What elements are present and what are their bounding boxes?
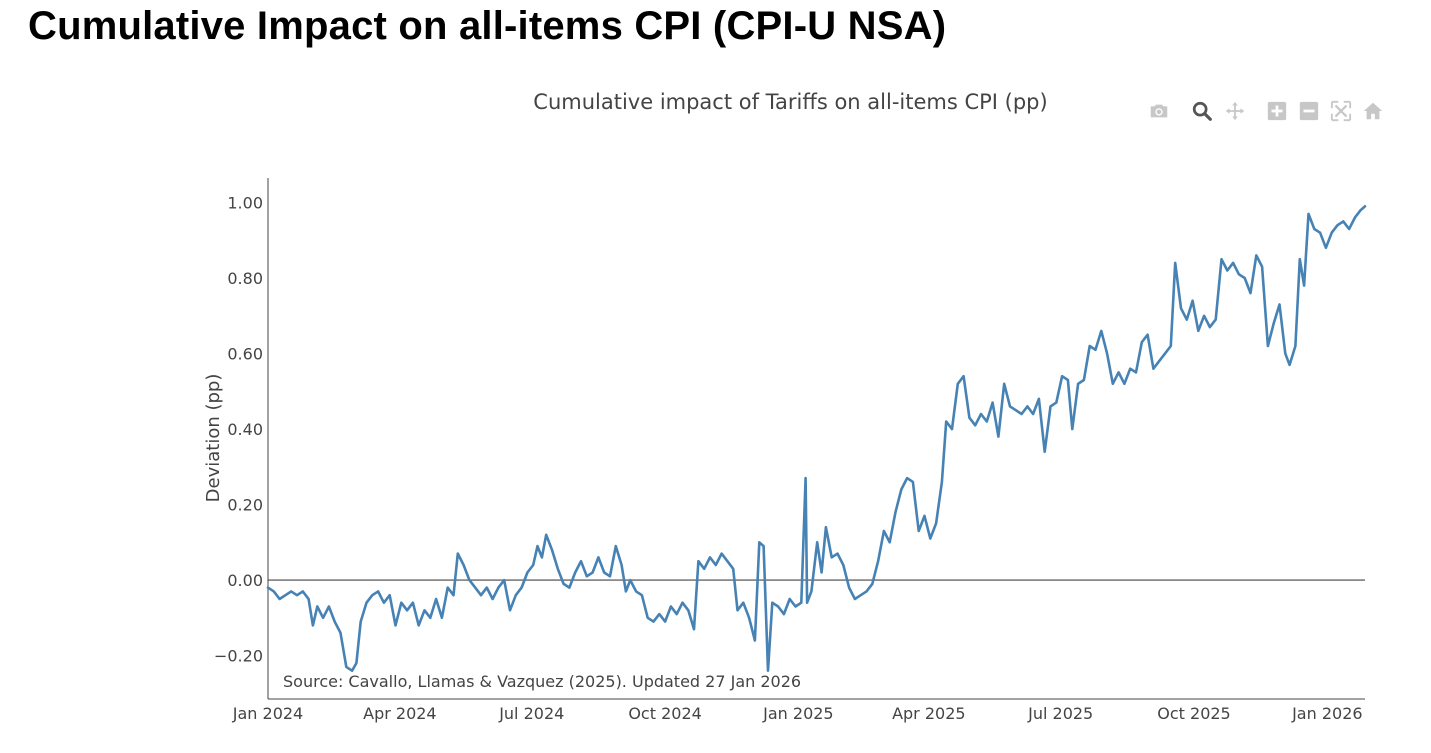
x-tick-label: Jan 2024: [232, 704, 303, 723]
pan-icon[interactable]: [1222, 98, 1248, 124]
y-tick-label: −0.20: [214, 647, 263, 666]
page-title: Cumulative Impact on all-items CPI (CPI-…: [28, 4, 947, 48]
y-tick-label: 0.00: [227, 571, 263, 590]
series-line: [266, 205, 1367, 672]
y-tick-label: 0.80: [227, 269, 263, 288]
x-tick-label: Apr 2025: [892, 704, 965, 723]
x-tick-label: Oct 2024: [628, 704, 701, 723]
y-tick-label: 0.40: [227, 420, 263, 439]
home-icon[interactable]: [1360, 98, 1386, 124]
zoom-icon[interactable]: [1189, 98, 1215, 124]
x-tick-label: Apr 2024: [363, 704, 436, 723]
y-tick-label: 0.60: [227, 345, 263, 364]
chart-title: Cumulative impact of Tariffs on all-item…: [533, 90, 1048, 114]
camera-icon[interactable]: [1146, 98, 1172, 124]
zoom-out-icon[interactable]: [1296, 98, 1322, 124]
x-tick-label: Jul 2024: [498, 704, 564, 723]
x-tick-label: Jan 2025: [762, 704, 833, 723]
autoscale-icon[interactable]: [1328, 98, 1354, 124]
zoom-in-icon[interactable]: [1264, 98, 1290, 124]
x-tick-label: Jul 2025: [1027, 704, 1093, 723]
modebar: [1144, 98, 1394, 126]
x-tick-label: Oct 2025: [1157, 704, 1230, 723]
source-note: Source: Cavallo, Llamas & Vazquez (2025)…: [283, 672, 801, 691]
y-tick-label: 0.20: [227, 496, 263, 515]
y-axis-title: Deviation (pp): [203, 374, 224, 503]
x-tick-label: Jan 2026: [1291, 704, 1362, 723]
y-tick-label: 1.00: [227, 194, 263, 213]
